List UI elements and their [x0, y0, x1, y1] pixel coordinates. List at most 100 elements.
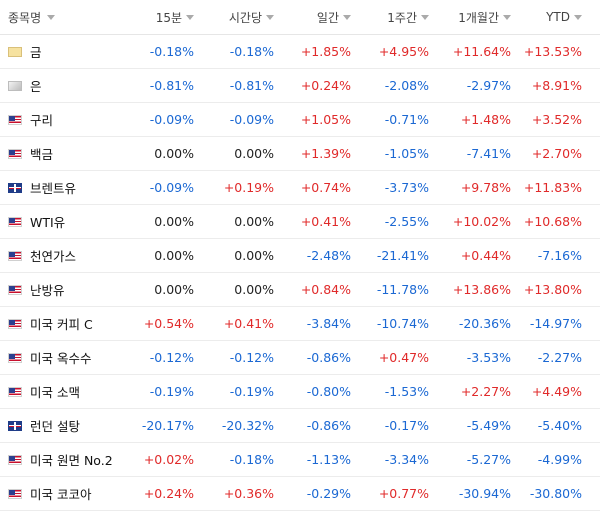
commodity-name-cell[interactable]: 구리 [0, 110, 114, 129]
table-row[interactable]: 미국 코코아 +0.24% +0.36% -0.29% +0.77% -30.94% -30… [0, 477, 600, 511]
change-value-cell: +1.48% [460, 112, 511, 127]
change-value-cell: -0.86% [306, 418, 351, 433]
table-row[interactable]: 백금 0.00% 0.00% +1.39% -1.05% -7.41% +2.70% [0, 137, 600, 171]
change-value-cell: -21.41% [376, 248, 429, 263]
change-value-cell: +11.64% [452, 44, 511, 59]
table-row[interactable]: 미국 소맥 -0.19% -0.19% -0.80% -1.53% +2.27% +4.49… [0, 375, 600, 409]
table-row[interactable]: 금 -0.18% -0.18% +1.85% +4.95% +11.64% +13.53% [0, 35, 600, 69]
change-value-cell: -3.34% [384, 452, 429, 467]
change-value-cell: -3.84% [306, 316, 351, 331]
us-flag-icon [8, 488, 22, 499]
change-value-cell: 0.00% [234, 248, 274, 263]
table-row[interactable]: 구리 -0.09% -0.09% +1.05% -0.71% +1.48% +3.52% [0, 103, 600, 137]
change-value-cell: -2.55% [384, 214, 429, 229]
change-value-cell: +0.44% [460, 248, 511, 263]
commodity-name-cell[interactable]: WTI유 [0, 212, 114, 231]
commodity-name[interactable]: 금 [30, 45, 42, 60]
change-value-cell: +0.77% [378, 486, 429, 501]
commodity-name-cell[interactable]: 미국 커피 C [0, 314, 114, 333]
change-value-cell: -0.09% [149, 112, 194, 127]
column-header-ytd[interactable]: YTD [511, 10, 591, 24]
table-row[interactable]: 런던 설탕 -20.17% -20.32% -0.86% -0.17% -5.49% -5.… [0, 409, 600, 443]
change-value-cell: +0.41% [223, 316, 274, 331]
change-value-cell: -0.12% [149, 350, 194, 365]
commodity-name-cell[interactable]: 난방유 [0, 280, 114, 299]
change-value-cell: 0.00% [154, 214, 194, 229]
table-row[interactable]: 미국 커피 C +0.54% +0.41% -3.84% -10.74% -20.36% -… [0, 307, 600, 341]
change-value-cell: -0.09% [149, 180, 194, 195]
table-row[interactable]: 천연가스 0.00% 0.00% -2.48% -21.41% +0.44% -7.16% [0, 239, 600, 273]
change-value-cell: -4.99% [537, 452, 582, 467]
change-value-cell: +0.19% [223, 180, 274, 195]
column-header-monthly[interactable]: 1개월간 [429, 9, 511, 26]
column-header-15min[interactable]: 15분 [114, 9, 194, 26]
commodity-name-cell[interactable]: 브렌트유 [0, 178, 114, 197]
change-value-cell: -0.81% [229, 78, 274, 93]
table-row[interactable]: 은 -0.81% -0.81% +0.24% -2.08% -2.97% +8.91% [0, 69, 600, 103]
commodity-name-cell[interactable]: 미국 소맥 [0, 382, 114, 401]
commodity-name[interactable]: WTI유 [30, 215, 66, 230]
uk-flag-icon [8, 420, 22, 431]
change-value-cell: 0.00% [234, 282, 274, 297]
change-value-cell: -2.08% [384, 78, 429, 93]
uk-flag-cross [9, 425, 21, 427]
column-header-daily[interactable]: 일간 [274, 9, 351, 26]
change-value-cell: -1.05% [384, 146, 429, 161]
commodity-name-cell[interactable]: 천연가스 [0, 246, 114, 265]
change-value-cell: +0.36% [223, 486, 274, 501]
commodity-name[interactable]: 구리 [30, 113, 54, 128]
us-flag-icon [8, 284, 22, 295]
us-flag-icon [8, 148, 22, 159]
commodity-name[interactable]: 은 [30, 79, 42, 94]
us-flag-icon [8, 318, 22, 329]
uk-flag-cross [9, 187, 21, 189]
sort-caret-icon [421, 14, 429, 20]
change-value-cell: +13.86% [452, 282, 511, 297]
change-value-cell: -7.41% [466, 146, 511, 161]
commodity-name[interactable]: 백금 [30, 147, 54, 162]
commodity-name[interactable]: 미국 옥수수 [30, 351, 92, 366]
table-row[interactable]: 브렌트유 -0.09% +0.19% +0.74% -3.73% +9.78% +11.83… [0, 171, 600, 205]
change-value-cell: -0.17% [384, 418, 429, 433]
change-value-cell: -11.78% [376, 282, 429, 297]
change-value-cell: -14.97% [529, 316, 582, 331]
commodity-name-cell[interactable]: 금 [0, 42, 114, 61]
commodity-name-cell[interactable]: 은 [0, 76, 114, 95]
commodity-name[interactable]: 미국 코코아 [30, 487, 92, 502]
commodity-name-cell[interactable]: 미국 원면 No.2 [0, 450, 114, 469]
commodity-name[interactable]: 난방유 [30, 283, 65, 298]
column-header-label: 시간당 [228, 10, 262, 25]
table-row[interactable]: 난방유 0.00% 0.00% +0.84% -11.78% +13.86% +13.80% [0, 273, 600, 307]
column-header-weekly[interactable]: 1주간 [351, 9, 429, 26]
commodity-name[interactable]: 미국 소맥 [30, 385, 80, 400]
us-flag-icon [8, 216, 22, 227]
table-row[interactable]: 미국 원면 No.2 +0.02% -0.18% -1.13% -3.34% -5.27%… [0, 443, 600, 477]
change-value-cell: +0.74% [300, 180, 351, 195]
table-row[interactable]: WTI유 0.00% 0.00% +0.41% -2.55% +10.02% +10.68% [0, 205, 600, 239]
commodity-name-cell[interactable]: 런던 설탕 [0, 416, 114, 435]
commodity-name-cell[interactable]: 백금 [0, 144, 114, 163]
change-value-cell: +0.24% [143, 486, 194, 501]
table-body: 금 -0.18% -0.18% +1.85% +4.95% +11.64% +13.53% 은… [0, 35, 600, 511]
commodity-name[interactable]: 천연가스 [30, 249, 77, 264]
uk-flag-icon [8, 182, 22, 193]
change-value-cell: 0.00% [154, 282, 194, 297]
sort-caret-icon [186, 14, 194, 20]
sort-caret-icon [343, 14, 351, 20]
silver-icon [8, 80, 22, 91]
change-value-cell: +0.41% [300, 214, 351, 229]
commodity-name[interactable]: 브렌트유 [30, 181, 77, 196]
commodity-name-cell[interactable]: 미국 옥수수 [0, 348, 114, 367]
column-header-label: 1개월간 [458, 10, 499, 25]
column-header-hourly[interactable]: 시간당 [194, 9, 274, 26]
column-header-name[interactable]: 종목명 [0, 9, 114, 26]
table-row[interactable]: 미국 옥수수 -0.12% -0.12% -0.86% +0.47% -3.53% -2.2… [0, 341, 600, 375]
commodity-name-cell[interactable]: 미국 코코아 [0, 484, 114, 503]
commodity-name[interactable]: 런던 설탕 [30, 419, 80, 434]
change-value-cell: -2.97% [466, 78, 511, 93]
sort-caret-icon [574, 14, 582, 20]
commodity-name[interactable]: 미국 커피 C [30, 317, 93, 332]
change-value-cell: +4.95% [378, 44, 429, 59]
commodity-name[interactable]: 미국 원면 No.2 [30, 453, 113, 468]
